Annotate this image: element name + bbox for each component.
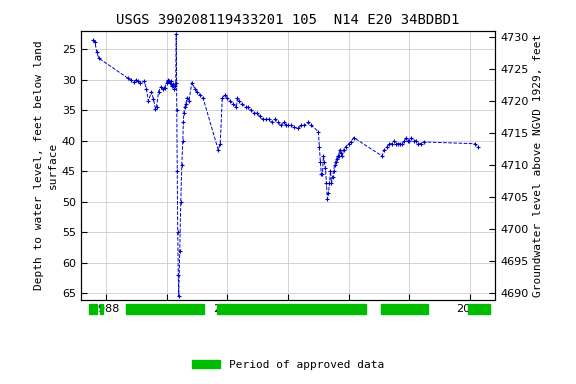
Bar [89, 304, 97, 314]
Title: USGS 390208119433201 105  N14 E20 34BDBD1: USGS 390208119433201 105 N14 E20 34BDBD1 [116, 13, 460, 27]
Bar [217, 304, 366, 314]
Bar [381, 304, 427, 314]
Bar [100, 304, 103, 314]
Legend: Period of approved data: Period of approved data [188, 356, 388, 375]
Y-axis label: Depth to water level, feet below land
surface: Depth to water level, feet below land su… [35, 40, 58, 290]
Bar [126, 304, 204, 314]
Bar [468, 304, 490, 314]
Y-axis label: Groundwater level above NGVD 1929, feet: Groundwater level above NGVD 1929, feet [533, 33, 543, 297]
